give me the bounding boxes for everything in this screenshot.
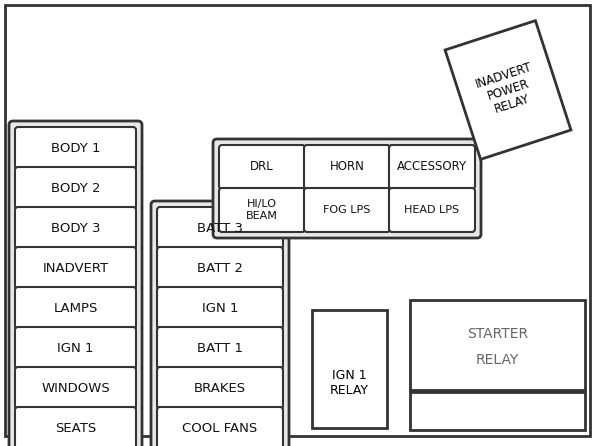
Text: BATT 3: BATT 3 — [197, 222, 243, 235]
Text: BATT 1: BATT 1 — [197, 342, 243, 355]
FancyBboxPatch shape — [213, 139, 481, 238]
FancyBboxPatch shape — [304, 145, 390, 189]
FancyBboxPatch shape — [15, 407, 136, 446]
FancyBboxPatch shape — [15, 247, 136, 289]
FancyBboxPatch shape — [15, 167, 136, 209]
Text: BODY 3: BODY 3 — [51, 222, 100, 235]
FancyBboxPatch shape — [15, 127, 136, 169]
Text: COOL FANS: COOL FANS — [182, 421, 257, 434]
FancyBboxPatch shape — [9, 121, 142, 446]
FancyBboxPatch shape — [389, 145, 475, 189]
FancyBboxPatch shape — [219, 145, 305, 189]
FancyBboxPatch shape — [304, 188, 390, 232]
Text: HI/LO
BEAM: HI/LO BEAM — [246, 199, 278, 221]
FancyBboxPatch shape — [157, 287, 283, 329]
Text: DRL: DRL — [250, 161, 274, 173]
FancyBboxPatch shape — [15, 327, 136, 369]
Text: BATT 2: BATT 2 — [197, 261, 243, 274]
FancyBboxPatch shape — [219, 188, 305, 232]
Text: LAMPS: LAMPS — [53, 301, 98, 314]
Text: INADVERT: INADVERT — [43, 261, 109, 274]
FancyBboxPatch shape — [15, 367, 136, 409]
Polygon shape — [445, 21, 571, 159]
Text: HORN: HORN — [329, 161, 364, 173]
FancyBboxPatch shape — [157, 207, 283, 249]
Text: FOG LPS: FOG LPS — [323, 205, 371, 215]
Text: SEATS: SEATS — [55, 421, 96, 434]
Text: BODY 2: BODY 2 — [51, 182, 100, 194]
Text: BODY 1: BODY 1 — [51, 141, 100, 154]
Text: INADVERT
POWER
RELAY: INADVERT POWER RELAY — [473, 61, 542, 120]
Bar — [410, 392, 585, 430]
Text: IGN 1
RELAY: IGN 1 RELAY — [330, 369, 369, 397]
Text: IGN 1: IGN 1 — [57, 342, 94, 355]
FancyBboxPatch shape — [157, 407, 283, 446]
FancyBboxPatch shape — [389, 188, 475, 232]
FancyBboxPatch shape — [157, 247, 283, 289]
Text: WINDOWS: WINDOWS — [41, 381, 110, 395]
Text: HEAD LPS: HEAD LPS — [404, 205, 460, 215]
Text: BRAKES: BRAKES — [194, 381, 246, 395]
Bar — [410, 300, 585, 390]
FancyBboxPatch shape — [157, 367, 283, 409]
Text: STARTER: STARTER — [467, 327, 528, 341]
FancyBboxPatch shape — [151, 201, 289, 446]
Text: IGN 1: IGN 1 — [202, 301, 238, 314]
FancyBboxPatch shape — [15, 207, 136, 249]
FancyBboxPatch shape — [157, 327, 283, 369]
Text: RELAY: RELAY — [476, 353, 519, 368]
Text: ACCESSORY: ACCESSORY — [397, 161, 467, 173]
FancyBboxPatch shape — [15, 287, 136, 329]
Bar — [312, 310, 387, 428]
